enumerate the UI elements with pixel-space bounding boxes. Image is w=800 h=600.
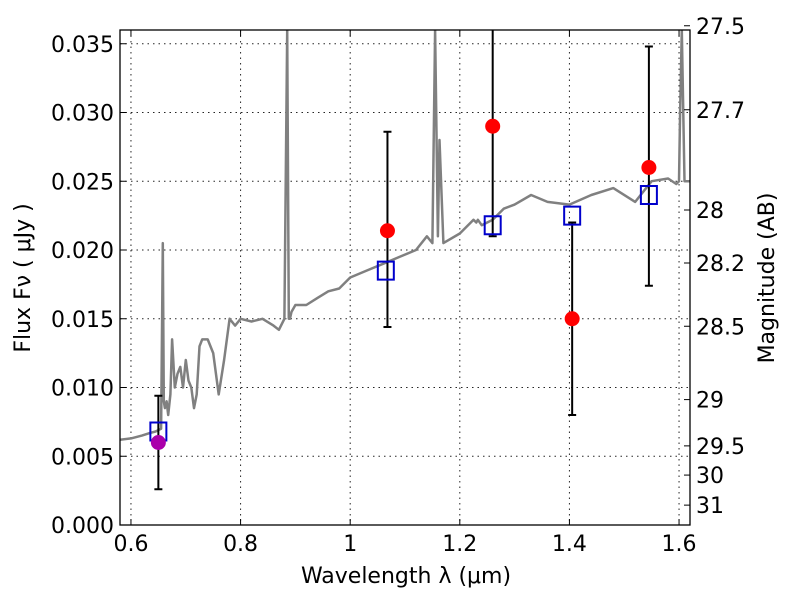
y2-tick-label: 27.7 [696,99,745,124]
plot-area [120,30,690,491]
observed-flux-point [485,118,501,134]
observed-flux-point [150,435,166,450]
y2-tick-label: 28 [696,199,724,224]
x-axis-label: Wavelength λ (μm) [301,564,511,589]
y-tick-label: 0.035 [51,33,114,58]
y-axis-label: Flux Fν ( μJy ) [11,203,36,352]
y-tick-label: 0.010 [51,377,114,402]
y2-tick-label: 29 [696,389,724,414]
model-photometry-point [483,215,502,236]
template-spectrum-line [120,30,690,442]
grid-lines [120,30,690,526]
model-photometry-point [376,260,395,281]
x-tick-label: 1.6 [662,532,697,557]
x-tick-label: 1.4 [552,532,587,557]
x-tick-label: 1 [343,532,357,557]
y2-tick-label: 31 [696,494,724,519]
model-photometry-point [639,185,658,205]
observed-flux-point [641,160,657,175]
x-tick-label: 0.8 [223,532,258,557]
clipped-plot [120,30,690,491]
y2-axis-label: Magnitude (AB) [755,193,780,364]
plot-frame [119,29,691,526]
model-photometry-point [563,205,582,226]
observed-flux-point [379,223,395,239]
y-tick-label: 0.015 [51,308,114,333]
y2-tick-label: 27.5 [696,15,745,40]
y-tick-label: 0.030 [51,102,114,127]
y2-tick-label: 30 [696,464,724,489]
y2-tick-label: 28.5 [696,315,745,340]
axis-ticks: 0.6 0.8 1 1.2 1.4 1.6 0.000 0.005 0.010 0.015 0.02… [51,15,745,557]
y-tick-label: 0.000 [51,514,114,539]
observed-flux-point [564,311,580,327]
y2-tick-label: 28.2 [696,252,745,277]
y-tick-label: 0.020 [51,239,114,264]
x-tick-label: 1.2 [442,532,477,557]
x-tick-label: 0.6 [113,532,148,557]
y-tick-label: 0.025 [51,170,114,195]
y-tick-label: 0.005 [51,445,114,470]
y2-tick-label: 29.5 [696,435,745,460]
